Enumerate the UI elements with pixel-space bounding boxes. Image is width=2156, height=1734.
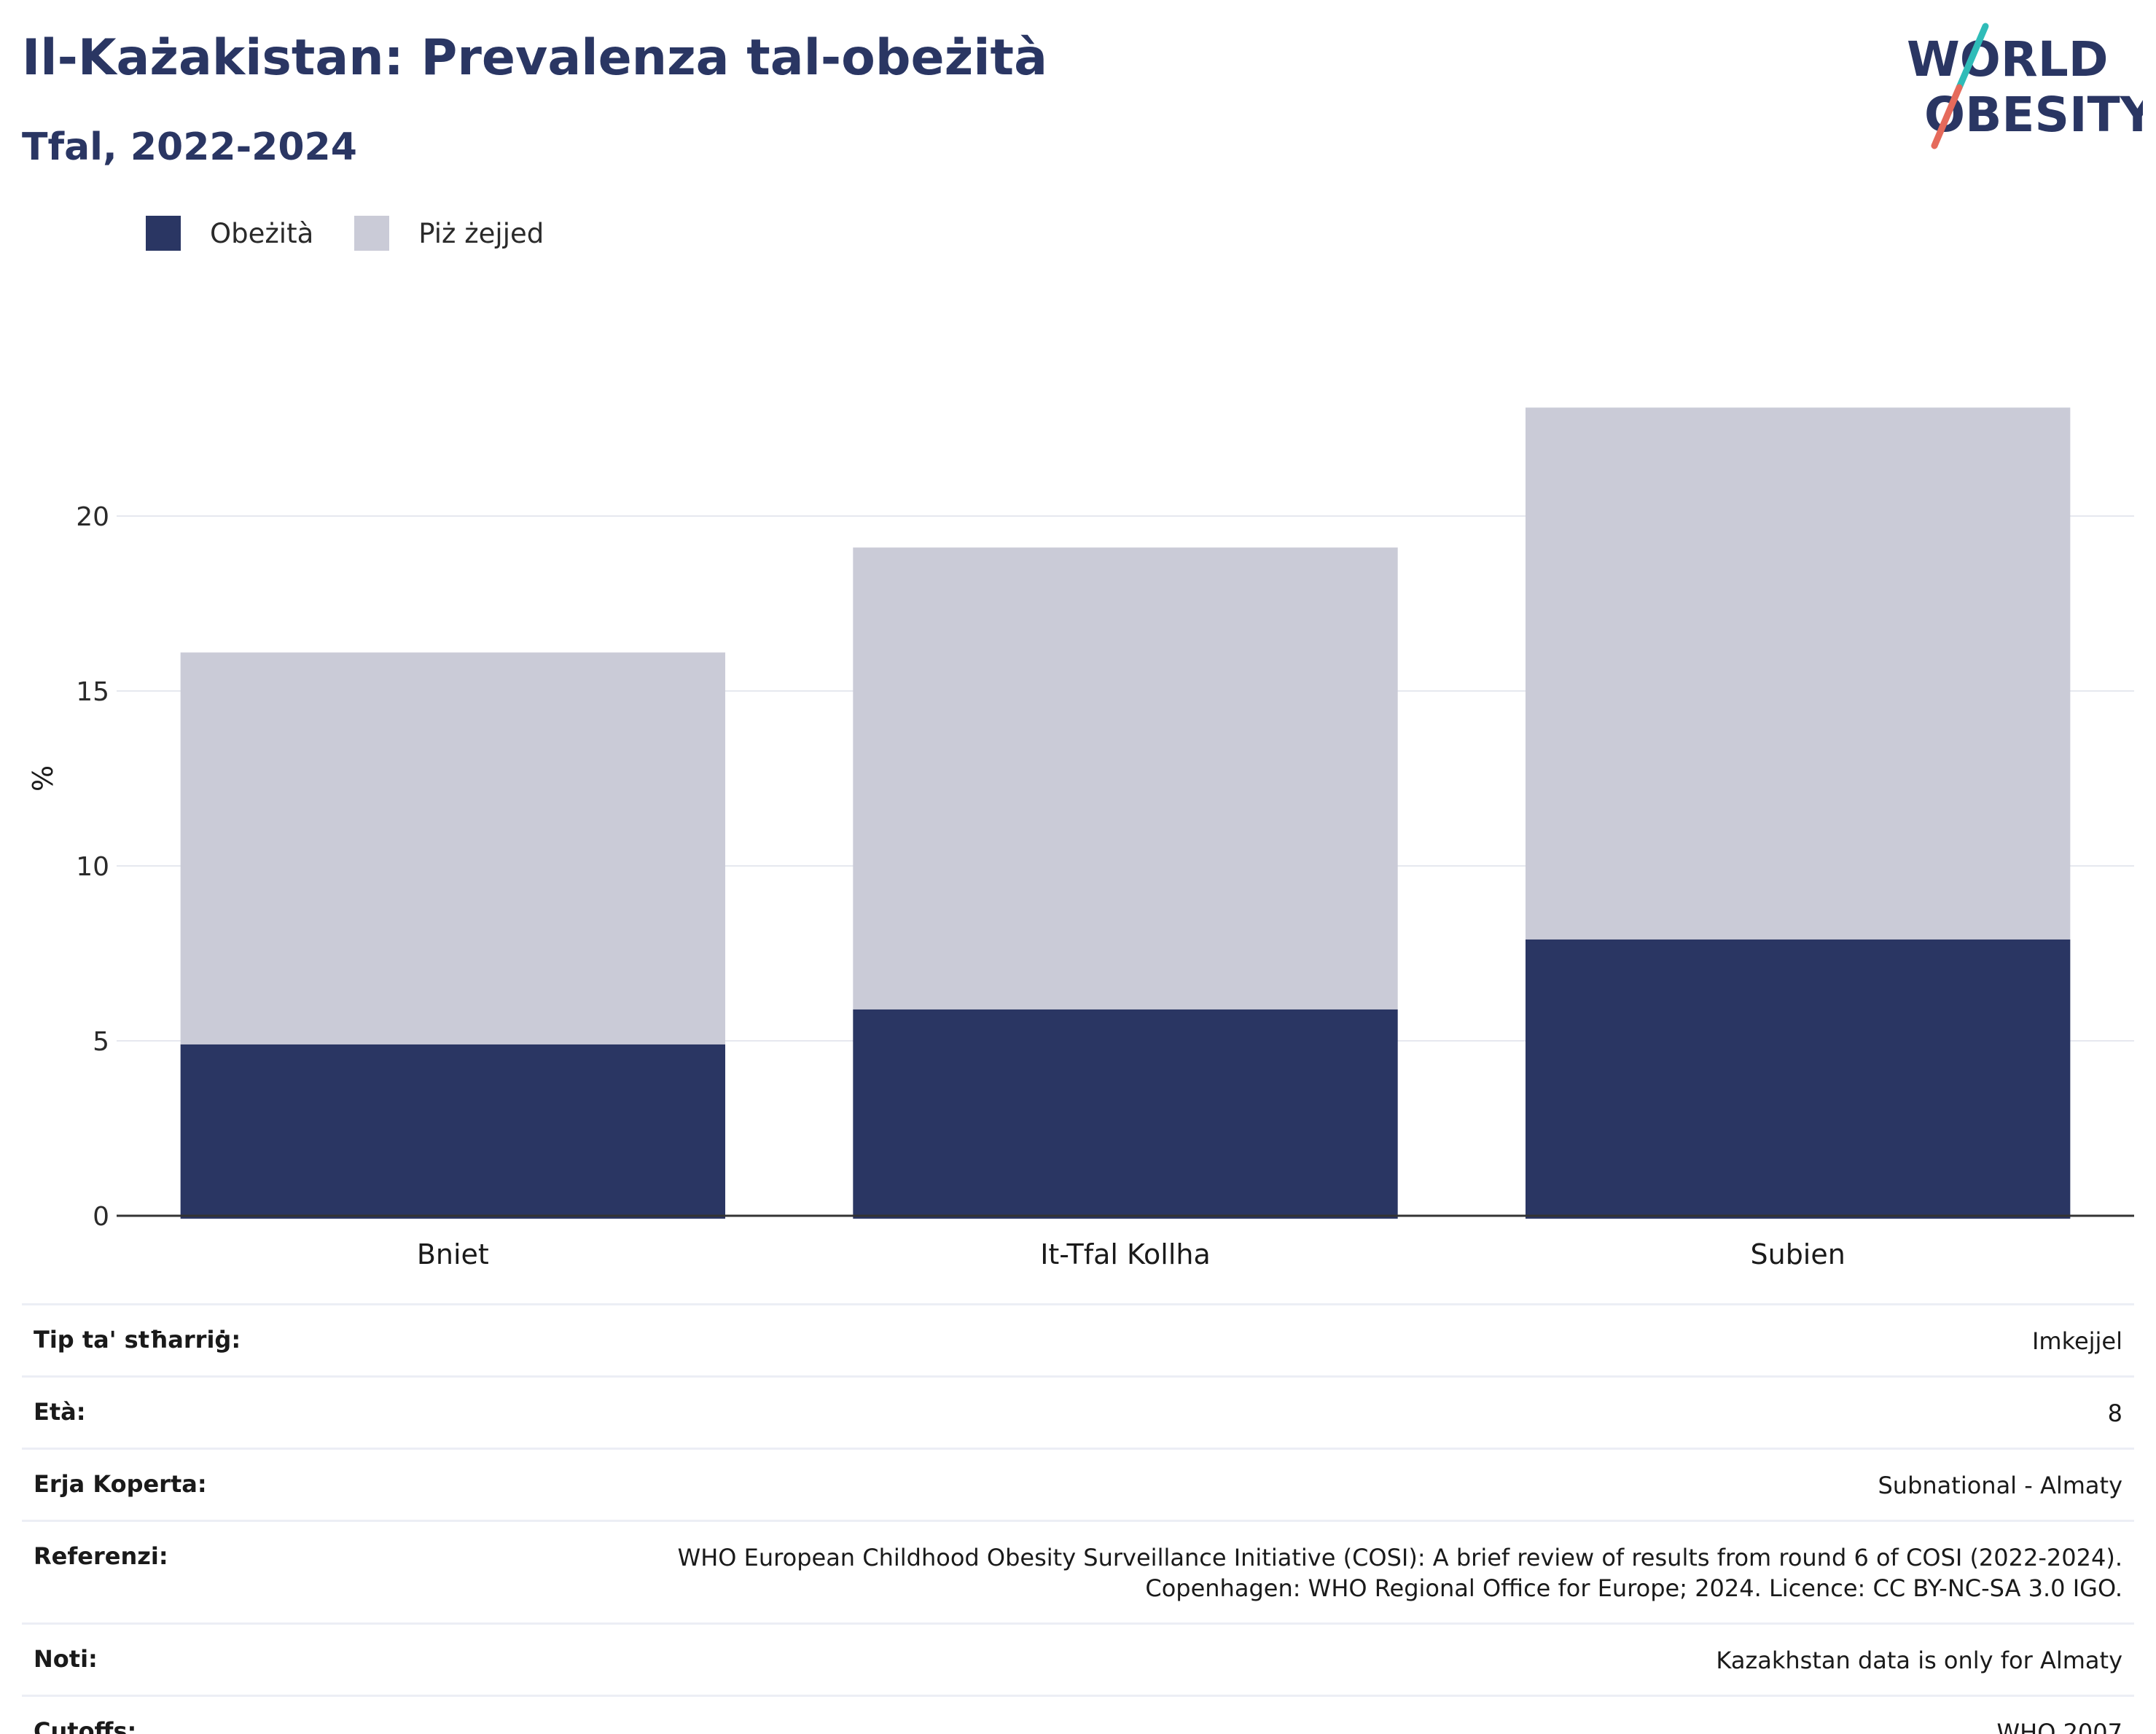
chart-subtitle: Tfal, 2022-2024 (22, 125, 357, 169)
logo-text-world: WORLD (1907, 31, 2109, 87)
legend-item-overweight[interactable]: Piż żejjed (354, 216, 544, 251)
bar-chart: 0 5 10 15 20% Bniet It-Tfal Kollha Subien (27, 407, 2134, 1268)
bar-obesity (1525, 939, 2071, 1219)
info-key: Età: (34, 1398, 86, 1426)
info-value-line: 8 (2107, 1399, 2122, 1427)
bar-overweight (1525, 407, 2071, 940)
info-key: Tip ta' stħarriġ: (34, 1326, 241, 1354)
info-row: Cutoffs: WHO 2007 (22, 1695, 2134, 1734)
y-tick-label: 20 (76, 502, 109, 532)
logo-slash-teal (1956, 23, 1989, 91)
info-value: Imkejjel (2032, 1326, 2122, 1356)
info-row: Noti: Kazakhstan data is only for Almaty (22, 1622, 2134, 1695)
bar-overweight (180, 652, 726, 1044)
info-value-line: Copenhagen: WHO Regional Office for Euro… (1145, 1574, 2122, 1602)
legend-swatch-obesity (146, 216, 181, 251)
legend-item-obesity[interactable]: Obeżità (146, 216, 313, 251)
info-row: Età: 8 (22, 1375, 2134, 1448)
info-key: Erja Koperta: (34, 1470, 207, 1498)
y-tick-label: 5 (93, 1027, 109, 1057)
info-row: Tip ta' stħarriġ: Imkejjel (22, 1303, 2134, 1375)
bar-obesity (180, 1044, 726, 1219)
info-key: Cutoffs: (34, 1717, 137, 1734)
info-key: Noti: (34, 1645, 98, 1673)
info-value-line: WHO European Childhood Obesity Surveilla… (677, 1544, 2122, 1571)
x-tick-label: Subien (1750, 1238, 1845, 1268)
world-obesity-logo: WORLD OBESITY (1907, 23, 2143, 149)
legend-swatch-overweight (354, 216, 390, 251)
bar-overweight (853, 547, 1398, 1009)
x-tick-label: It-Tfal Kollha (1040, 1238, 1211, 1268)
info-value-line: Kazakhstan data is only for Almaty (1716, 1647, 2122, 1674)
info-row: Referenzi: WHO European Childhood Obesity… (22, 1520, 2134, 1622)
info-value-line: WHO 2007 (1996, 1719, 2123, 1734)
info-row: Erja Koperta: Subnational - Almaty (22, 1448, 2134, 1520)
info-value: WHO European Childhood Obesity Surveilla… (678, 1542, 2122, 1604)
info-value-line: Imkejjel (2031, 1327, 2122, 1355)
legend-label-obesity: Obeżità (210, 217, 314, 249)
info-value: Kazakhstan data is only for Almaty (1716, 1645, 2122, 1676)
legend-label-overweight: Piż żejjed (418, 217, 544, 249)
bar-obesity (853, 1009, 1398, 1219)
info-value-line: Subnational - Almaty (1878, 1472, 2122, 1499)
y-tick-label: 10 (76, 852, 109, 882)
y-axis-label: % (27, 765, 59, 792)
logo-slash-coral (1931, 84, 1963, 149)
info-value: Subnational - Almaty (1878, 1470, 2122, 1501)
info-table: Tip ta' stħarriġ: Imkejjel Età: 8 Erja Koper… (22, 1303, 2134, 1734)
chart-title: Il-Każakistan: Prevalenza tal-obeżità (22, 29, 1047, 87)
legend: Obeżità Piż żejjed (146, 216, 585, 251)
x-tick-label: Bniet (417, 1238, 489, 1268)
logo-text-obesity: OBESITY (1924, 87, 2143, 143)
info-value: WHO 2007 (1997, 1717, 2123, 1734)
info-key: Referenzi: (34, 1542, 168, 1570)
y-tick-label: 15 (76, 677, 109, 707)
info-value: 8 (2108, 1398, 2122, 1429)
y-tick-label: 0 (93, 1202, 109, 1232)
